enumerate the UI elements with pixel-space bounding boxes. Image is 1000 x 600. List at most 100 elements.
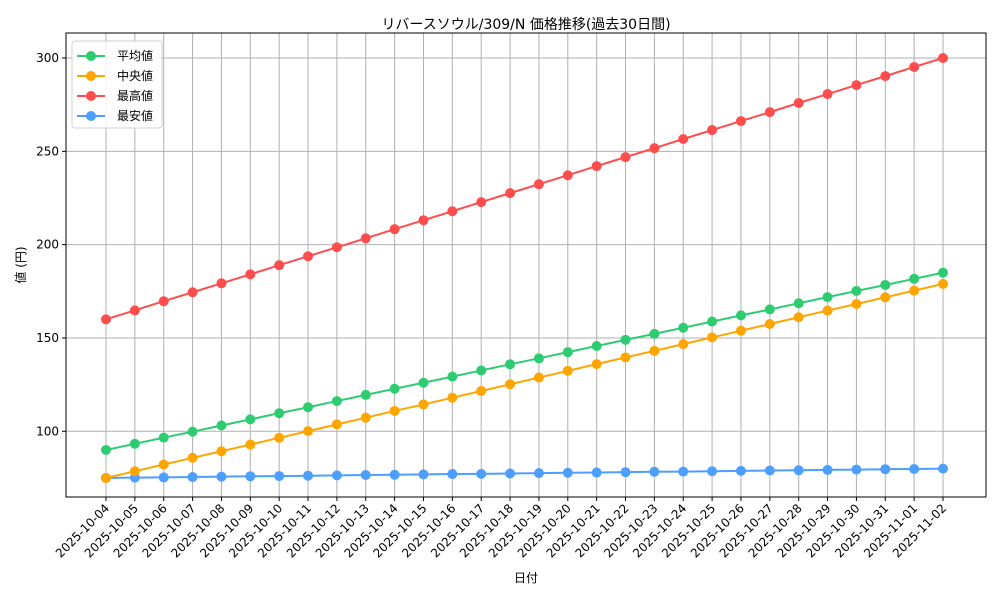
data-point xyxy=(216,471,227,482)
legend-item: 最安値 xyxy=(77,108,153,123)
data-point xyxy=(533,353,544,364)
data-point xyxy=(764,465,775,476)
data-point xyxy=(505,468,516,479)
data-point xyxy=(216,420,227,431)
data-point xyxy=(303,426,314,437)
data-point xyxy=(909,464,920,475)
data-point xyxy=(245,471,256,482)
data-point xyxy=(505,379,516,390)
data-point xyxy=(909,273,920,284)
data-point xyxy=(360,469,371,480)
data-point xyxy=(129,438,140,449)
data-point xyxy=(418,215,429,226)
data-point xyxy=(909,61,920,72)
data-point xyxy=(649,345,660,356)
data-point xyxy=(389,383,400,394)
y-tick-label: 150 xyxy=(36,331,59,345)
data-point xyxy=(101,444,111,455)
data-point xyxy=(562,365,573,376)
data-point xyxy=(129,305,140,316)
data-point xyxy=(793,312,804,323)
y-tick-label: 200 xyxy=(36,238,59,252)
data-point xyxy=(822,292,833,303)
data-point xyxy=(158,432,169,443)
series-line xyxy=(105,57,944,321)
data-point xyxy=(678,339,689,350)
series-2 xyxy=(101,53,948,325)
data-point xyxy=(505,359,516,370)
data-point xyxy=(591,161,602,172)
data-point xyxy=(591,359,602,370)
data-point xyxy=(880,292,891,303)
data-point xyxy=(187,426,198,437)
data-point xyxy=(187,452,198,463)
data-point xyxy=(274,471,285,482)
data-point xyxy=(129,466,140,477)
data-point xyxy=(735,465,746,476)
data-point xyxy=(678,322,689,333)
data-point xyxy=(389,405,400,416)
data-point xyxy=(678,134,689,145)
series-layer xyxy=(101,53,948,483)
legend-item: 最高値 xyxy=(77,88,153,103)
data-point xyxy=(505,188,516,199)
data-point xyxy=(418,399,429,410)
series-line xyxy=(105,467,944,479)
data-point xyxy=(620,152,631,163)
data-point xyxy=(447,371,458,382)
data-point xyxy=(476,197,487,208)
data-point xyxy=(822,89,833,100)
data-point xyxy=(447,392,458,403)
y-tick-label: 100 xyxy=(36,424,59,438)
series-0 xyxy=(101,267,948,455)
data-point xyxy=(360,412,371,423)
data-point xyxy=(158,459,169,470)
data-point xyxy=(303,251,314,262)
data-point xyxy=(880,279,891,290)
data-point xyxy=(187,472,198,483)
data-point xyxy=(707,332,718,343)
data-point xyxy=(245,439,256,450)
data-point xyxy=(735,310,746,321)
data-point xyxy=(793,298,804,309)
data-point xyxy=(620,467,631,478)
data-point xyxy=(909,285,920,296)
data-point xyxy=(707,316,718,327)
data-point xyxy=(274,432,285,443)
legend-box xyxy=(71,40,163,129)
data-point xyxy=(851,299,862,310)
data-point xyxy=(331,242,342,253)
data-point xyxy=(216,278,227,289)
y-tick-label: 300 xyxy=(36,51,59,65)
data-point xyxy=(764,318,775,329)
data-point xyxy=(822,305,833,316)
data-point xyxy=(158,472,169,483)
data-point xyxy=(533,372,544,383)
data-point xyxy=(851,285,862,296)
data-point xyxy=(620,352,631,363)
data-point xyxy=(707,125,718,136)
chart-title: リバースソウル/309/N 価格推移(過去30日間) xyxy=(381,17,670,33)
series-3 xyxy=(101,463,948,483)
data-point xyxy=(764,304,775,315)
data-point xyxy=(331,419,342,430)
data-point xyxy=(216,446,227,457)
data-point xyxy=(880,71,891,82)
legend-label: 最安値 xyxy=(117,108,153,123)
data-point xyxy=(476,385,487,396)
data-point xyxy=(533,179,544,190)
data-point xyxy=(476,365,487,376)
data-point xyxy=(649,466,660,477)
x-axis: 2025-10-042025-10-052025-10-062025-10-07… xyxy=(53,497,949,560)
data-point xyxy=(447,206,458,217)
legend-label: 平均値 xyxy=(117,48,153,63)
data-point xyxy=(880,464,891,475)
data-point xyxy=(562,170,573,181)
y-axis-label: 値 (円) xyxy=(13,246,28,283)
data-point xyxy=(851,80,862,91)
data-point xyxy=(360,389,371,400)
data-point xyxy=(303,470,314,481)
